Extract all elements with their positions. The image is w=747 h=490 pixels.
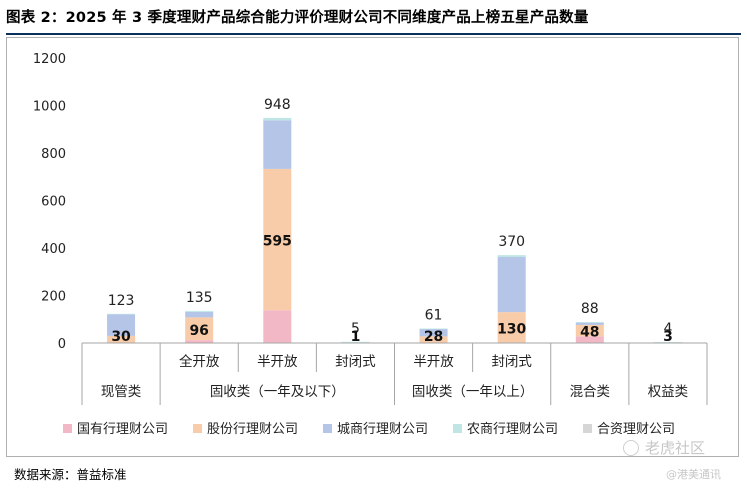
total-label: 4 <box>663 321 672 337</box>
bar-segment <box>107 335 136 343</box>
bar-segment <box>107 314 136 336</box>
bar-segment <box>419 328 448 330</box>
bar-segment <box>497 257 526 313</box>
legend-swatch <box>583 424 592 433</box>
total-label: 135 <box>186 290 213 306</box>
bar-segment <box>185 340 214 343</box>
y-tick-label: 1200 <box>33 52 66 67</box>
title-rule <box>6 33 741 35</box>
category-label: 封闭式 <box>335 354 376 370</box>
watermark-sub: @港美通讯 <box>666 468 721 481</box>
y-tick-label: 600 <box>41 195 66 210</box>
bar-segment <box>263 310 292 343</box>
legend-label: 国有行理财公司 <box>77 422 168 437</box>
bar-segment <box>185 310 214 312</box>
watermark-text: 老虎社区 <box>645 439 706 457</box>
total-label: 370 <box>498 234 525 250</box>
paw-icon <box>623 440 639 456</box>
group-label: 固收类（一年及以下） <box>210 384 345 400</box>
bar-segment <box>263 120 292 169</box>
bars <box>107 117 682 344</box>
bar-segment <box>575 324 604 337</box>
y-tick-label: 800 <box>41 147 66 162</box>
bar-segment <box>263 168 292 311</box>
bar-segment <box>653 342 682 343</box>
bar-segment <box>575 336 604 343</box>
data-labels: 123 30 135 96 948 595 51 61 28 370 130 88 48 43 <box>108 97 673 345</box>
figure-title: 图表 2：2025 年 3 季度理财产品综合能力评价理财公司不同维度产品上榜五星… <box>6 10 589 26</box>
bar-segment <box>497 312 526 343</box>
watermark: 老虎社区 <box>623 437 705 458</box>
source-note: 数据来源：普益标准 <box>14 467 127 482</box>
legend-label: 农商行理财公司 <box>467 422 558 437</box>
bar-segment <box>341 341 370 343</box>
bar-segment <box>419 336 448 343</box>
bar-segment <box>497 255 526 258</box>
y-tick-label: 1000 <box>33 100 66 115</box>
legend-label: 合资理财公司 <box>597 422 675 437</box>
inner-label: 30 <box>111 329 131 345</box>
legend: 国有行理财公司 股份行理财公司 城商行理财公司 农商行理财公司 合资理财公司 <box>63 422 675 437</box>
bar-segment <box>419 328 448 337</box>
inner-label: 28 <box>424 329 443 345</box>
chart-frame <box>6 37 739 457</box>
bar-segment <box>263 117 292 121</box>
bar-segment <box>575 322 604 323</box>
y-axis: 0 200 400 600 800 1000 1200 <box>33 52 66 352</box>
legend-swatch <box>193 424 202 433</box>
bar-segment <box>575 322 604 325</box>
category-label: 半开放 <box>257 354 298 370</box>
inner-label: 48 <box>580 325 599 341</box>
bar-segment <box>107 313 136 315</box>
total-label: 61 <box>425 308 443 324</box>
inner-label: 130 <box>497 322 526 338</box>
total-label: 948 <box>264 97 291 113</box>
bar-segment <box>185 317 214 341</box>
group-label: 现管类 <box>101 384 142 400</box>
legend-label: 城商行理财公司 <box>337 422 428 437</box>
inner-label: 3 <box>663 329 673 345</box>
category-label: 半开放 <box>413 354 454 370</box>
inner-label: 595 <box>263 234 292 250</box>
category-label: 封闭式 <box>491 354 532 370</box>
inner-label: 1 <box>351 329 361 345</box>
legend-swatch <box>323 424 332 433</box>
group-label: 混合类 <box>570 384 611 400</box>
y-tick-label: 400 <box>41 242 66 257</box>
legend-label: 股份行理财公司 <box>207 422 298 437</box>
bar-segment <box>185 311 214 318</box>
inner-label: 96 <box>189 323 208 339</box>
legend-swatch <box>63 424 72 433</box>
total-label: 88 <box>581 301 599 317</box>
total-label: 123 <box>108 293 135 309</box>
y-tick-label: 0 <box>58 337 66 352</box>
y-tick-label: 200 <box>41 290 66 305</box>
legend-swatch <box>453 424 462 433</box>
total-label: 5 <box>351 321 360 337</box>
group-label: 固收类（一年以上） <box>412 384 534 400</box>
group-label: 权益类 <box>648 383 689 400</box>
category-label: 全开放 <box>179 353 220 370</box>
